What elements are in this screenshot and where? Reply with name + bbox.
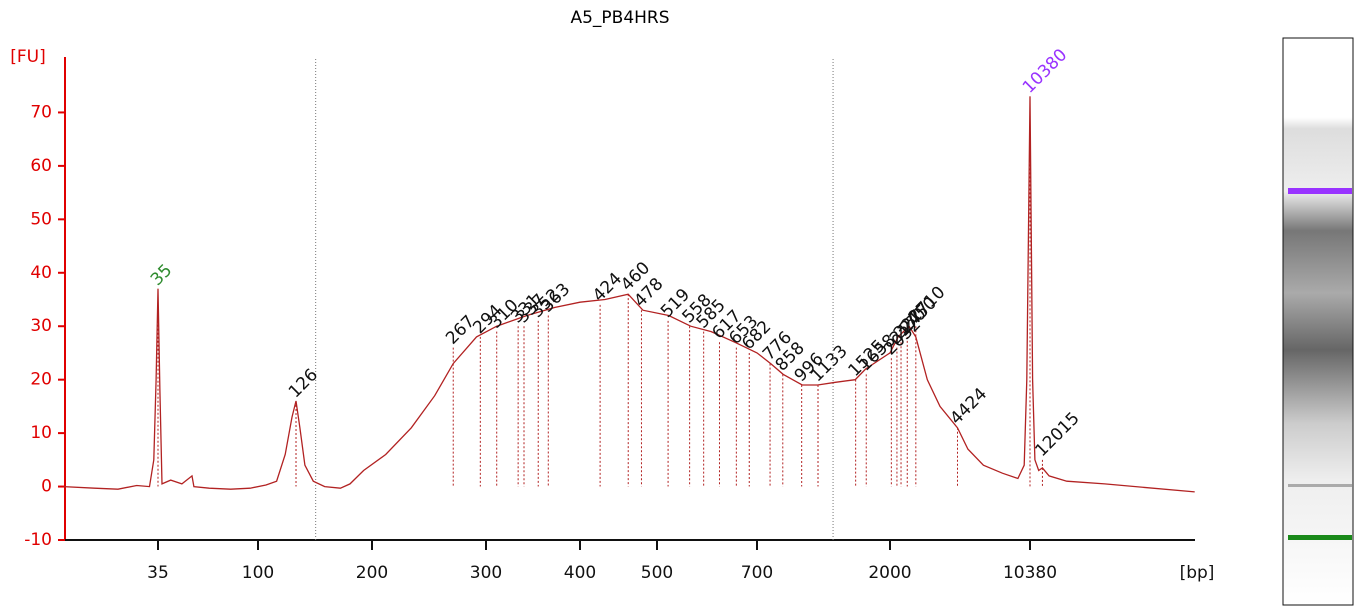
peak-label: 126 xyxy=(285,365,322,402)
peak-label: 12015 xyxy=(1031,409,1083,461)
x-tick-label: 100 xyxy=(242,563,274,583)
x-tick-label: 300 xyxy=(470,563,502,583)
lower-band xyxy=(1288,535,1352,540)
y-tick-label: 50 xyxy=(30,209,52,229)
chart-title: A5_PB4HRS xyxy=(570,8,669,28)
y-tick-label: 10 xyxy=(30,423,52,443)
x-tick-label: 400 xyxy=(564,563,596,583)
x-tick-label: 500 xyxy=(641,563,673,583)
peak-label: 10380 xyxy=(1019,45,1071,97)
y-tick-label: 40 xyxy=(30,263,52,283)
x-tick-label: 2000 xyxy=(868,563,911,583)
y-tick-label: 70 xyxy=(30,102,52,122)
peak-label: 4424 xyxy=(946,384,991,429)
peak-label: 35 xyxy=(147,260,176,289)
y-tick-label: -10 xyxy=(24,530,52,550)
faint-band xyxy=(1288,484,1352,487)
x-axis-label: [bp] xyxy=(1180,563,1215,583)
y-tick-label: 20 xyxy=(30,370,52,390)
x-tick-label: 10380 xyxy=(1003,563,1057,583)
trace-line xyxy=(63,96,1195,493)
x-tick-label: 700 xyxy=(741,563,773,583)
x-tick-label: 200 xyxy=(356,563,388,583)
x-tick-label: 35 xyxy=(147,563,169,583)
upper-band xyxy=(1288,188,1352,194)
y-tick-label: 0 xyxy=(41,477,52,497)
y-tick-label: 60 xyxy=(30,156,52,176)
lane-frame xyxy=(1282,37,1354,606)
y-axis-label: [FU] xyxy=(10,47,46,67)
gel-lane xyxy=(1282,37,1354,606)
peak-label: 267 xyxy=(442,312,479,349)
y-tick-label: 30 xyxy=(30,316,52,336)
